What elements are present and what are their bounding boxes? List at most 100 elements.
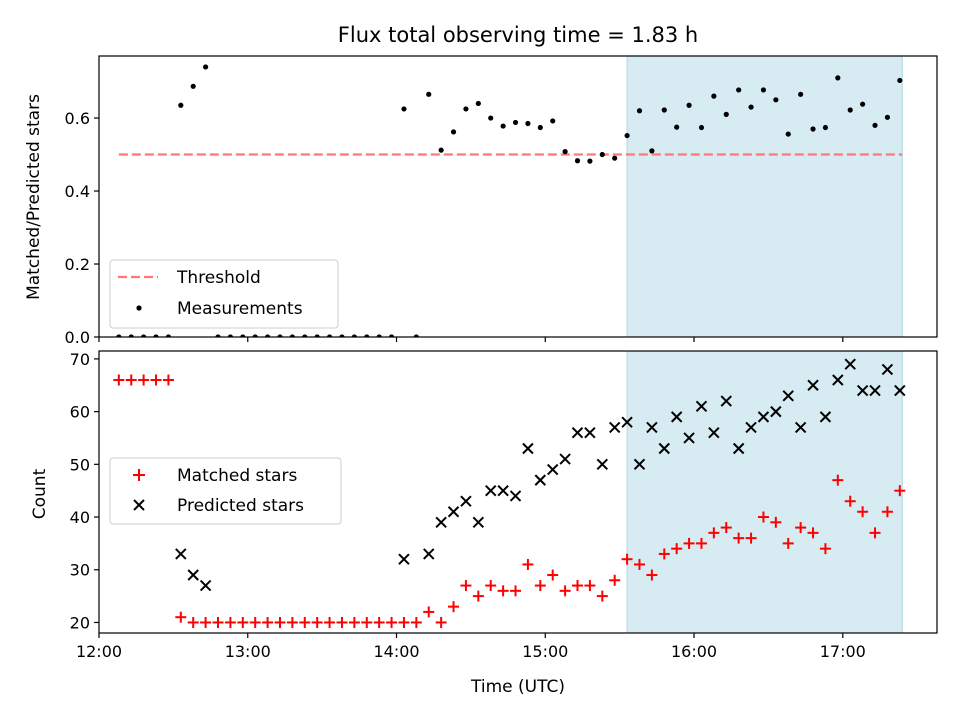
matched-star-point-29: [472, 590, 484, 602]
measurement-point-43: [649, 148, 655, 154]
predicted-star-point-32: [770, 405, 782, 418]
matched-star-point-27: [448, 601, 460, 613]
legend-threshold-label: Threshold: [176, 268, 261, 288]
top-y-tick-label-3: 0.6: [65, 109, 90, 128]
predicted-star-point-13: [534, 474, 547, 486]
matched-star-point-13: [274, 616, 286, 628]
legend-measurements-swatch: [136, 305, 142, 311]
bottom-y-tick-label-4: 60: [70, 403, 90, 422]
measurement-point-0: [116, 334, 122, 337]
bottom-y-tick-label-2: 40: [70, 508, 90, 527]
measurement-point-47: [698, 124, 705, 131]
measurement-point-52: [760, 87, 767, 93]
measurement-point-21: [376, 334, 382, 337]
top-y-tick-label-2: 0.4: [65, 182, 90, 201]
predicted-star-point-18: [596, 458, 609, 471]
matched-star-point-54: [782, 537, 794, 549]
predicted-star-point-12: [522, 442, 534, 455]
matched-star-point-32: [510, 585, 522, 597]
matched-star-point-6: [187, 616, 199, 628]
predicted-star-point-10: [497, 484, 509, 497]
predicted-star-point-21: [633, 458, 646, 471]
measurement-point-27: [450, 129, 457, 135]
matched-star-point-4: [162, 374, 174, 386]
measurement-point-12: [264, 334, 271, 337]
measurement-point-35: [550, 118, 556, 124]
matched-star-point-53: [770, 516, 782, 528]
matched-star-point-28: [460, 580, 472, 592]
matched-star-point-5: [175, 611, 187, 623]
matched-star-point-58: [832, 474, 844, 486]
predicted-star-point-25: [683, 432, 695, 444]
bottom-plot-area: [113, 358, 906, 628]
measurement-point-6: [190, 83, 196, 89]
measurement-point-8: [215, 334, 221, 337]
matched-star-point-12: [262, 616, 274, 628]
predicted-star-point-22: [646, 421, 658, 434]
bottom-y-tick-label-5: 70: [70, 350, 90, 369]
predicted-star-point-36: [819, 411, 832, 423]
measurement-point-1: [128, 334, 134, 337]
predicted-star-point-19: [608, 421, 621, 434]
measurement-point-26: [438, 147, 444, 153]
x-axis-label: Time (UTC): [470, 677, 565, 697]
predicted-star-point-0: [175, 548, 187, 560]
predicted-star-point-7: [460, 495, 472, 507]
matched-star-point-33: [522, 558, 534, 570]
matched-star-point-57: [819, 543, 831, 555]
measurement-point-29: [475, 100, 481, 107]
matched-star-point-26: [435, 616, 447, 628]
predicted-star-point-1: [187, 569, 199, 581]
predicted-star-point-5: [435, 516, 447, 529]
bottom-shaded-region: [626, 350, 903, 634]
matched-star-point-15: [299, 616, 311, 628]
top-panel: 0.0 0.2 0.4 0.6 Threshold Measurements: [65, 55, 938, 347]
matched-star-point-56: [807, 527, 819, 539]
measurement-point-18: [339, 334, 345, 337]
measurement-point-60: [860, 101, 866, 107]
measurement-point-63: [897, 77, 903, 84]
measurement-point-55: [798, 91, 804, 97]
measurement-point-14: [289, 334, 295, 337]
matched-star-point-3: [150, 374, 162, 386]
top-y-axis-label: Matched/Predicted stars: [24, 94, 44, 300]
x-tick-label-5: 17:00: [820, 642, 866, 661]
measurement-point-3: [153, 334, 159, 337]
bottom-y-tick-label-3: 50: [70, 455, 90, 474]
measurement-point-4: [165, 334, 172, 337]
matched-star-point-22: [386, 616, 398, 628]
matched-star-point-35: [547, 569, 559, 581]
predicted-star-point-6: [447, 506, 460, 518]
top-y-tick-label-1: 0.2: [65, 255, 90, 274]
legend-predicted-label: Predicted stars: [177, 496, 304, 516]
matched-star-point-23: [398, 616, 410, 628]
matched-star-point-17: [324, 616, 336, 628]
matched-star-point-24: [410, 616, 422, 628]
measurement-point-58: [835, 75, 841, 81]
top-legend: Threshold Measurements: [109, 259, 339, 329]
matched-star-point-2: [138, 374, 150, 386]
matched-star-point-46: [683, 537, 695, 549]
measurement-point-40: [612, 155, 618, 161]
measurement-point-56: [810, 126, 816, 132]
matched-star-point-38: [584, 580, 596, 592]
matched-star-point-0: [113, 374, 125, 386]
matched-star-point-36: [559, 585, 571, 597]
measurement-point-28: [463, 106, 469, 112]
measurement-point-57: [822, 124, 829, 131]
matched-star-point-40: [609, 574, 621, 586]
matched-star-point-60: [857, 506, 869, 518]
measurement-point-10: [240, 334, 246, 337]
predicted-star-point-17: [584, 426, 596, 439]
measurement-point-30: [488, 115, 494, 121]
matched-star-point-41: [621, 553, 633, 565]
measurement-point-53: [773, 97, 779, 103]
matched-star-point-59: [844, 495, 856, 507]
bottom-axes-frame: [98, 350, 938, 634]
bottom-legend: Matched stars Predicted stars: [109, 457, 342, 525]
measurement-point-38: [587, 158, 593, 164]
matched-star-point-52: [757, 511, 769, 523]
measurement-point-23: [401, 106, 407, 112]
predicted-star-point-3: [398, 553, 410, 565]
matched-star-point-30: [485, 580, 497, 592]
